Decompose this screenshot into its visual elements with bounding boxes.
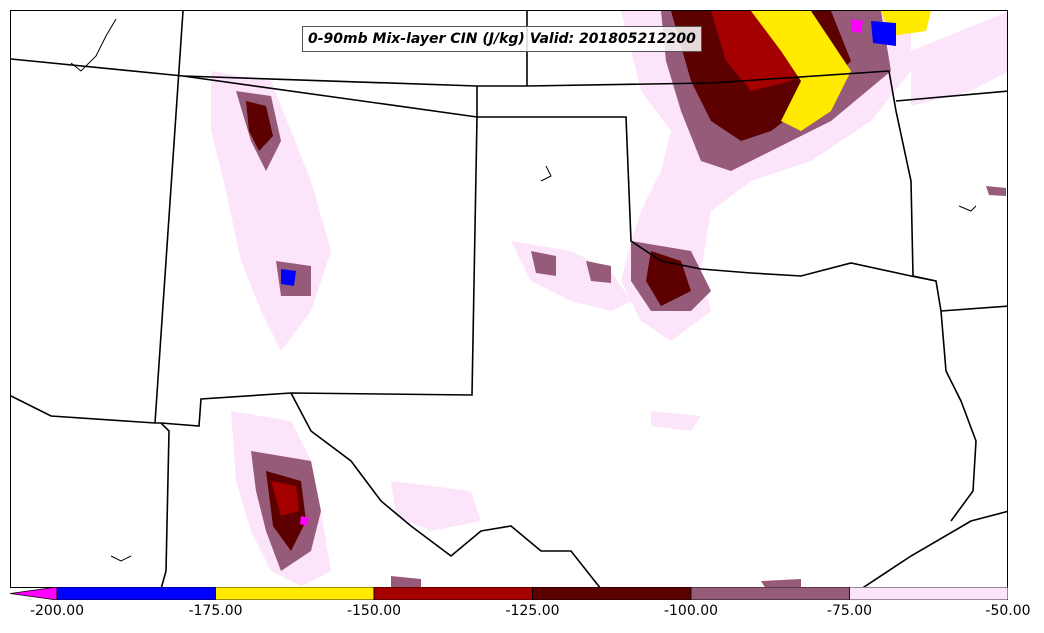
border-ar-la [940, 305, 1007, 312]
border-oklahoma-ar [888, 70, 977, 522]
state-borders [11, 11, 1007, 587]
cin-area-lightpink [391, 481, 481, 531]
colorbar-bin [373, 587, 533, 600]
border-colorado-nm [182, 75, 478, 118]
colorbar-bin [849, 587, 1008, 600]
colorbar [10, 587, 1008, 600]
border-gulf-coast [862, 510, 1007, 587]
colorbar-tick-label: -200.00 [29, 603, 85, 619]
colorbar-bin [10, 587, 58, 600]
cin-area-lightpink [651, 411, 701, 431]
colorbar-bin [690, 587, 850, 600]
colorbar-bin [56, 587, 216, 600]
cin-shading-magenta [300, 19, 863, 526]
map-canvas [11, 11, 1007, 587]
colorbar-tick-label: -125.00 [505, 603, 560, 619]
colorbar-tick-label: -100.00 [663, 603, 719, 619]
border-kansas [476, 86, 937, 282]
border-rio-grande [290, 392, 601, 587]
border-north-line [11, 58, 890, 87]
map-panel: 0-90mb Mix-layer CIN (J/kg) Valid: 20180… [10, 10, 1008, 588]
cin-shading-blue [281, 21, 896, 286]
border-arizona [11, 395, 170, 587]
map-title: 0-90mb Mix-layer CIN (J/kg) Valid: 20180… [302, 26, 702, 52]
border-mo-ar [895, 90, 1007, 102]
colorbar-tick-label: -50.00 [985, 603, 1031, 619]
colorbar-tick-label: -175.00 [188, 603, 243, 619]
colorbar-tick-label: -150.00 [346, 603, 402, 619]
colorbar-bin [215, 587, 375, 600]
border-utah-colorado [154, 11, 184, 424]
colorbar-tick-label: -75.00 [826, 603, 873, 619]
cin-area-lightpink [911, 11, 1007, 106]
colorbar-bin [532, 587, 692, 600]
water-features [70, 18, 977, 562]
cin-area-lightpink [511, 241, 631, 311]
border-nm-tx [160, 116, 478, 427]
